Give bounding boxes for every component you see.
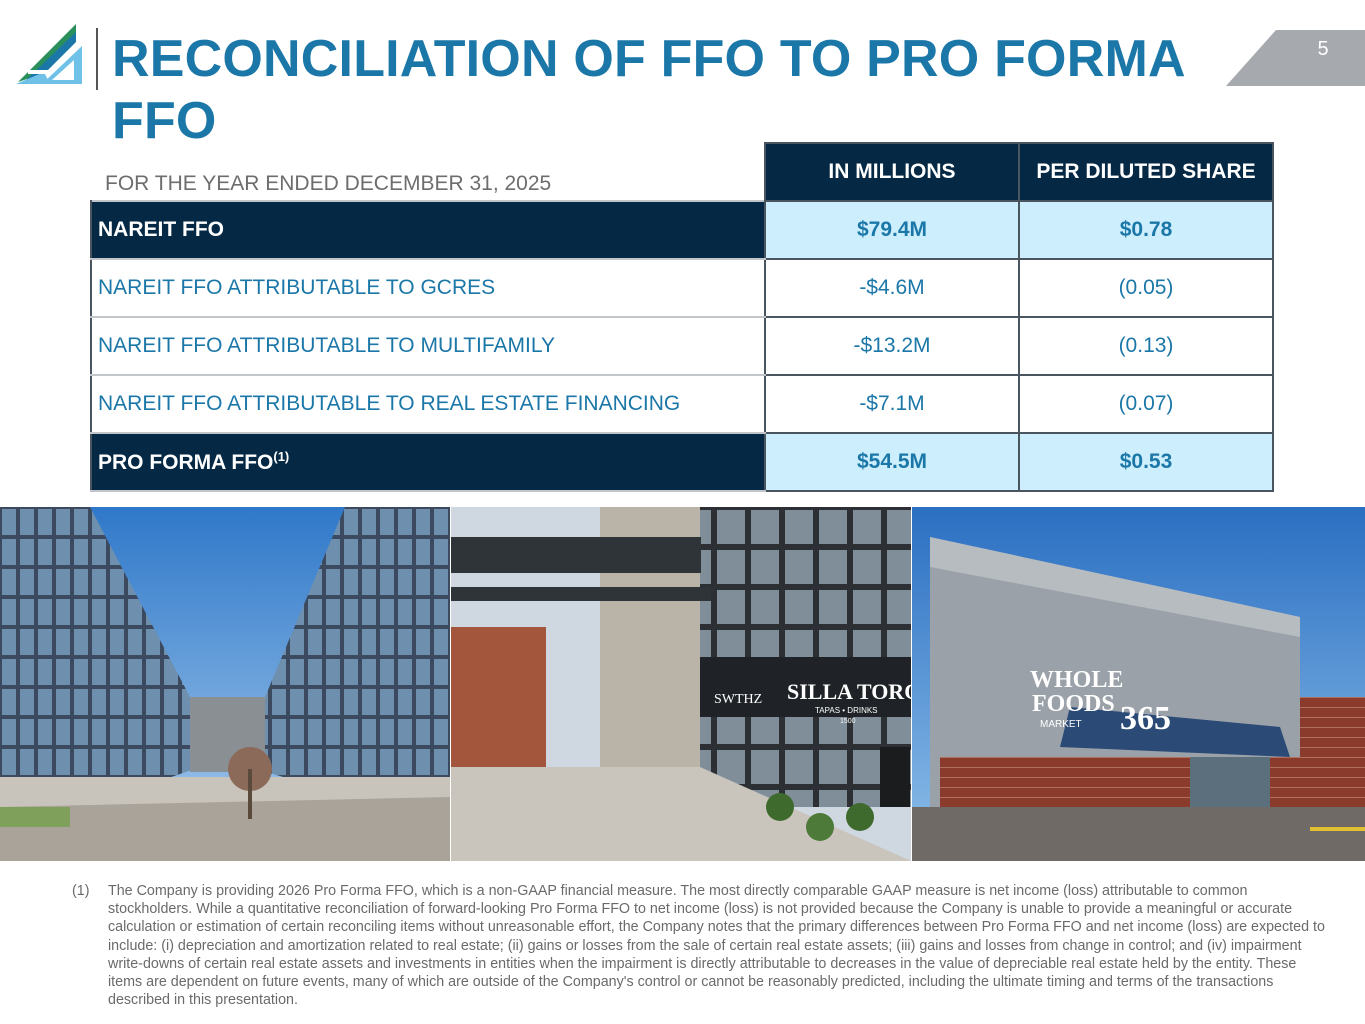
table-header-row: IN MILLIONS PER DILUTED SHARE: [91, 142, 1274, 202]
column-header-millions: IN MILLIONS: [764, 142, 1020, 202]
store-sign-number: 365: [1120, 700, 1171, 737]
footnote: (1) The Company is providing 2026 Pro Fo…: [72, 882, 1334, 1009]
row-label-text: NAREIT FFO ATTRIBUTABLE TO MULTIFAMILY: [98, 334, 556, 357]
table-row-multifamily: NAREIT FFO ATTRIBUTABLE TO MULTIFAMILY -…: [90, 316, 1274, 376]
row-label: NAREIT FFO ATTRIBUTABLE TO MULTIFAMILY: [90, 316, 766, 376]
restaurant-sub-sign: TAPAS • DRINKS: [815, 706, 878, 715]
logo-divider: [96, 28, 98, 90]
table-row-gcres: NAREIT FFO ATTRIBUTABLE TO GCRES -$4.6M …: [90, 258, 1274, 318]
store-sign-line3: MARKET: [1040, 719, 1082, 730]
property-photos: SILLA TORO TAPAS • DRINKS 1500 SWTHZ WHO…: [0, 507, 1365, 861]
photo-mixed-use-street: SILLA TORO TAPAS • DRINKS 1500 SWTHZ: [451, 507, 921, 861]
page-title: RECONCILIATION OF FFO TO PRO FORMA FFO: [112, 30, 1184, 150]
row-label-text: NAREIT FFO: [98, 218, 224, 241]
row-value-millions: $54.5M: [764, 432, 1020, 492]
table-row-pro-forma-ffo: PRO FORMA FFO(1) $54.5M $0.53: [90, 432, 1274, 492]
row-value-per-share: (0.05): [1018, 258, 1274, 318]
row-value-millions: -$13.2M: [764, 316, 1020, 376]
address-sign: 1500: [840, 718, 856, 725]
table-header-blank: [91, 143, 765, 201]
company-logo-icon: [16, 24, 82, 84]
row-value-per-share: $0.78: [1018, 200, 1274, 260]
footnote-marker: (1): [72, 883, 90, 899]
row-label-text: NAREIT FFO ATTRIBUTABLE TO REAL ESTATE F…: [98, 392, 681, 415]
store-sign-line2: FOODS: [1032, 691, 1115, 717]
ffo-reconciliation-table: IN MILLIONS PER DILUTED SHARE NAREIT FFO…: [90, 142, 1274, 492]
row-label: NAREIT FFO: [90, 200, 766, 260]
photo-grocery-store: WHOLE FOODS MARKET 365: [912, 507, 1365, 861]
row-label: NAREIT FFO ATTRIBUTABLE TO GCRES: [90, 258, 766, 318]
footnote-text: The Company is providing 2026 Pro Forma …: [108, 883, 1325, 1009]
footnote-ref: (1): [273, 449, 290, 464]
page-number-tab: [1226, 30, 1365, 86]
table-row-nareit-ffo: NAREIT FFO $79.4M $0.78: [90, 200, 1274, 260]
store-sign-line1: WHOLE: [1030, 667, 1123, 693]
row-value-millions: -$4.6M: [764, 258, 1020, 318]
row-label-text: PRO FORMA FFO: [98, 451, 274, 474]
shop-sign: SWTHZ: [714, 692, 762, 707]
row-value-per-share: (0.07): [1018, 374, 1274, 434]
photo-office-campus: [0, 507, 450, 861]
row-value-millions: $79.4M: [764, 200, 1020, 260]
period-label: FOR THE YEAR ENDED DECEMBER 31, 2025: [105, 172, 552, 195]
row-label: NAREIT FFO ATTRIBUTABLE TO REAL ESTATE F…: [90, 374, 766, 434]
row-label: PRO FORMA FFO(1): [90, 432, 766, 492]
row-value-per-share: $0.53: [1018, 432, 1274, 492]
page-number: 5: [1317, 38, 1329, 60]
column-header-per-share: PER DILUTED SHARE: [1018, 142, 1274, 202]
row-value-per-share: (0.13): [1018, 316, 1274, 376]
table-row-real-estate-financing: NAREIT FFO ATTRIBUTABLE TO REAL ESTATE F…: [90, 374, 1274, 434]
row-label-text: NAREIT FFO ATTRIBUTABLE TO GCRES: [98, 276, 496, 299]
restaurant-sign: SILLA TORO: [787, 679, 921, 704]
row-value-millions: -$7.1M: [764, 374, 1020, 434]
